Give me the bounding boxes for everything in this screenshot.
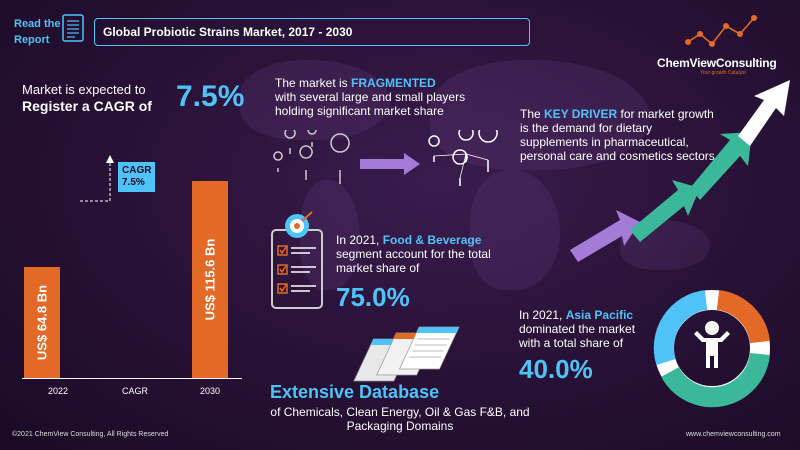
asia-pacific-text: In 2021, Asia Pacific dominated the mark… [519,308,649,350]
read-report-line1: Read the [14,18,61,30]
world-map-shape [470,170,560,290]
person-icon [694,321,730,368]
fragmented-post: with several large and small players hol… [275,90,466,118]
key-driver-pre: The [520,107,545,121]
scattered-pins-icon [273,130,350,184]
cagr-connector-arrow [80,155,114,202]
market-size-chart: US$ 64.8 Bn US$ 115.6 Bn CAGR 7.5% 2022 … [22,140,262,400]
footer-website-link[interactable]: www.chemviewconsulting.com [686,431,781,438]
asia-pacific-pre: In 2021, [519,308,566,322]
key-driver-post: for market growth is the demand for diet… [520,107,715,163]
database-subtitle: of Chemicals, Clean Energy, Oil & Gas F&… [270,405,530,433]
database-title: Extensive Database [270,382,440,402]
database-reports-icon [353,326,460,382]
fragmented-pre: The market is [275,76,352,90]
donut-segment-green [661,352,770,408]
arrow-right-icon [360,153,420,175]
read-report-link[interactable]: Read the Report [14,16,60,48]
key-driver-text: The KEY DRIVER for market growth is the … [520,107,720,163]
world-map-shape [430,60,650,170]
food-beverage-text: In 2021, Food & Beverage segment account… [336,233,506,275]
checklist-icon [271,211,323,309]
bar-value-label-2022: US$ 64.8 Bn [34,284,50,360]
food-beverage-pre: In 2021, [336,233,383,247]
cagr-badge-value: 7.5% [122,177,145,188]
donut-segment-orange [716,290,770,344]
fragmented-text: The market is FRAGMENTED with several la… [275,76,475,118]
growth-arrows-icon [570,80,790,262]
asia-pacific-share: 40.0% [519,354,593,384]
key-driver-highlight: KEY DRIVER [544,107,618,121]
donut-segment-blue [653,290,708,365]
footer-copyright: ©2021 ChemView Consulting, All Rights Re… [12,431,169,438]
world-map-shape [240,60,390,140]
cagr-badge-label: CAGR [122,165,152,176]
regional-share-donut [653,290,770,408]
cagr-badge: CAGR 7.5% [118,162,156,192]
bar-2030 [192,181,228,378]
logo-name: ChemViewConsulting [657,56,777,70]
cagr-intro-text-bold: Register a CAGR of [22,98,152,114]
x-axis [22,378,242,379]
cagr-intro-text: Market is expected to [22,82,146,97]
food-beverage-share: 75.0% [336,282,410,312]
bar-2022 [24,267,60,378]
x-tick-2030: 2030 [200,386,221,396]
clustered-pins-icon [428,130,498,186]
logo-graph-icon [685,15,757,47]
read-report-line2: Report [14,34,50,46]
asia-pacific-highlight: Asia Pacific [565,308,634,322]
fragmented-highlight: FRAGMENTED [351,76,436,90]
food-beverage-highlight: Food & Beverage [382,233,482,247]
asia-pacific-post: dominated the market with a total share … [519,322,636,350]
x-tick-2022: 2022 [48,386,69,396]
cagr-value: 7.5% [176,80,245,113]
page-title: Global Probiotic Strains Market, 2017 - … [94,18,530,46]
x-tick-cagr: CAGR [122,386,149,396]
food-beverage-post: segment account for the total market sha… [336,247,491,275]
logo-tagline: Your growth Catalyst [700,70,746,76]
bar-value-label-2030: US$ 115.6 Bn [202,238,218,320]
document-icon[interactable] [62,14,84,42]
